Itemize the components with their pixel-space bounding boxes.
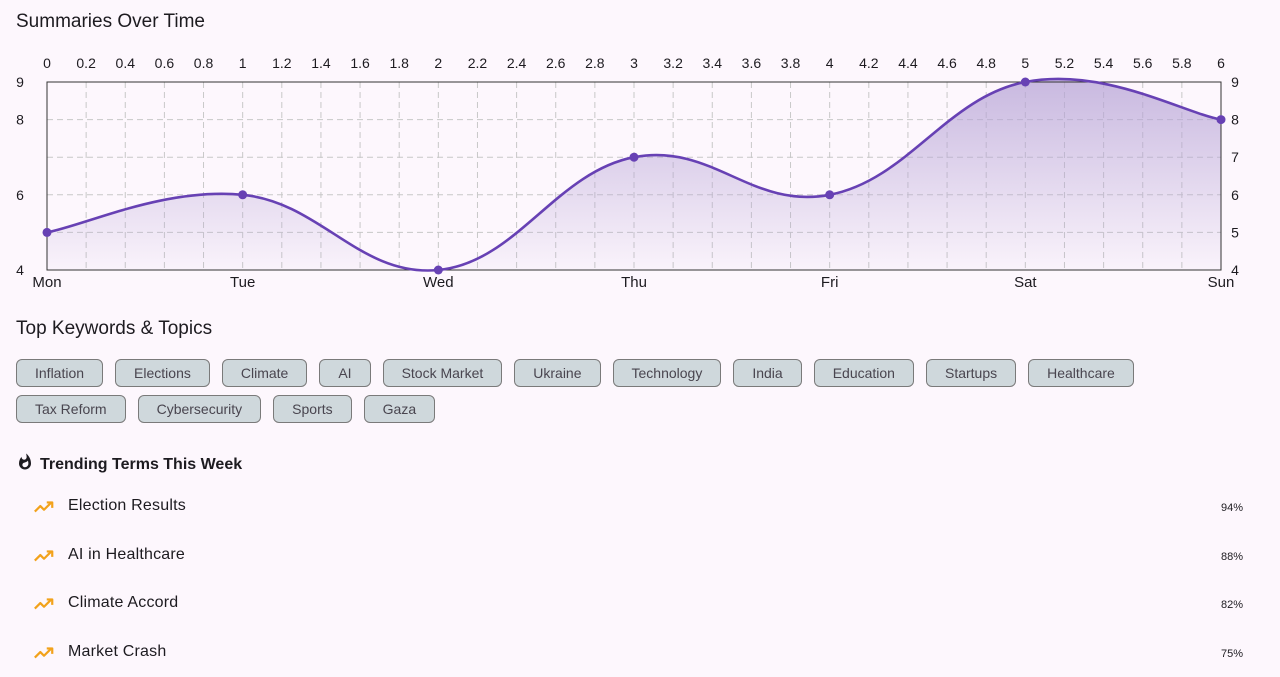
x-top-tick-label: 1.2 [272,55,292,71]
x-top-tick-label: 1.4 [311,55,331,71]
x-top-tick-label: 6 [1217,55,1225,71]
trending-percent: 82% [1221,599,1243,611]
data-point [238,190,247,199]
keyword-chip[interactable]: India [733,359,801,387]
data-point [825,190,834,199]
x-category-label: Wed [423,274,454,291]
x-top-tick-label: 3.8 [781,55,801,71]
y-right-tick-label: 8 [1231,112,1239,128]
x-top-tick-label: 5.2 [1055,55,1075,71]
y-right-tick-label: 5 [1231,224,1239,240]
x-top-tick-label: 0.8 [194,55,214,71]
keyword-chip[interactable]: Ukraine [514,359,600,387]
chart-svg: 0 0.2 0.4 0.6 0.8 1 1.2 1.4 1.6 1.8 2 2.2 2.4 2.6 2.8 3… [0,40,1280,300]
x-top-tick-label: 2 [434,55,442,71]
keyword-chip[interactable]: Elections [115,359,210,387]
data-point [630,153,639,162]
trending-up-icon [33,596,55,617]
x-category-label: Fri [821,274,839,291]
trending-up-icon [33,548,55,569]
x-top-tick-label: 4.8 [976,55,996,71]
x-top-tick-label: 1.8 [389,55,409,71]
keyword-chips: Inflation Elections Climate AI Stock Market U… [16,359,1216,423]
x-top-tick-label: 3.6 [742,55,762,71]
trending-label: AI in Healthcare [68,546,185,564]
trending-label: Climate Accord [68,594,178,612]
x-top-tick-label: 3.2 [663,55,683,71]
keyword-chip[interactable]: Gaza [364,395,435,423]
x-top-tick-label: 0.6 [155,55,175,71]
x-top-tick-label: 0.2 [76,55,96,71]
trending-item[interactable]: Market Crash 75% [0,629,1280,677]
x-top-tick-label: 4 [826,55,834,71]
x-top-tick-label: 5.8 [1172,55,1192,71]
y-left-tick-label: 9 [16,74,24,90]
y-right-tick-label: 7 [1231,149,1239,165]
trending-percent: 94% [1221,502,1243,514]
x-top-tick-label: 3 [630,55,638,71]
y-right-tick-label: 9 [1231,74,1239,90]
keyword-chip[interactable]: Stock Market [383,359,503,387]
data-point [1217,115,1226,124]
x-top-tick-label: 4.6 [937,55,957,71]
trending-percent: 75% [1221,648,1243,660]
x-top-tick-label: 1 [239,55,247,71]
x-top-tick-label: 2.8 [585,55,605,71]
x-category-label: Mon [32,274,61,291]
data-point [43,228,52,237]
y-right-tick-label: 6 [1231,187,1239,203]
x-top-tick-label: 0.4 [116,55,136,71]
summaries-chart: 0 0.2 0.4 0.6 0.8 1 1.2 1.4 1.6 1.8 2 2.2 2.4 2.6 2.8 3… [0,40,1280,300]
x-top-tick-label: 3.4 [703,55,723,71]
x-category-label: Tue [230,274,255,291]
y-right-tick-label: 4 [1231,262,1239,278]
trending-item[interactable]: Climate Accord 82% [0,580,1280,629]
trending-title: Trending Terms This Week [40,456,242,474]
x-category-label: Thu [621,274,647,291]
keyword-chip[interactable]: AI [319,359,370,387]
x-top-tick-label: 1.6 [350,55,370,71]
trending-item[interactable]: AI in Healthcare 88% [0,532,1280,581]
keyword-chip[interactable]: Sports [273,395,351,423]
trending-list: Election Results 94% AI in Healthcare 88% Cl… [0,483,1280,677]
x-top-tick-label: 4.4 [898,55,918,71]
trending-label: Market Crash [68,643,166,661]
x-category-label: Sat [1014,274,1037,291]
keyword-chip[interactable]: Healthcare [1028,359,1134,387]
x-top-tick-label: 2.4 [507,55,527,71]
x-top-tick-label: 5 [1021,55,1029,71]
y-left-tick-label: 8 [16,112,24,128]
keyword-chip[interactable]: Technology [613,359,722,387]
x-top-tick-label: 2.6 [546,55,566,71]
keyword-chip[interactable]: Inflation [16,359,103,387]
x-top-tick-label: 2.2 [468,55,488,71]
x-top-tick-label: 0 [43,55,51,71]
trending-up-icon [33,645,55,666]
keyword-chip[interactable]: Cybersecurity [138,395,262,423]
trending-item[interactable]: Election Results 94% [0,483,1280,532]
keywords-title: Top Keywords & Topics [16,318,212,340]
trending-percent: 88% [1221,551,1243,563]
y-left-tick-label: 6 [16,187,24,203]
x-top-tick-label: 5.6 [1133,55,1153,71]
keyword-chip[interactable]: Startups [926,359,1016,387]
x-top-tick-label: 4.2 [859,55,879,71]
keyword-chip[interactable]: Education [814,359,914,387]
x-top-tick-label: 5.4 [1094,55,1114,71]
trending-up-icon [33,499,55,520]
chart-title: Summaries Over Time [16,11,205,33]
data-point [1021,78,1030,87]
trending-header: Trending Terms This Week [16,453,242,476]
keyword-chip[interactable]: Tax Reform [16,395,126,423]
keyword-chip[interactable]: Climate [222,359,307,387]
y-left-tick-label: 4 [16,262,24,278]
fire-icon [16,453,34,476]
trending-label: Election Results [68,497,186,515]
